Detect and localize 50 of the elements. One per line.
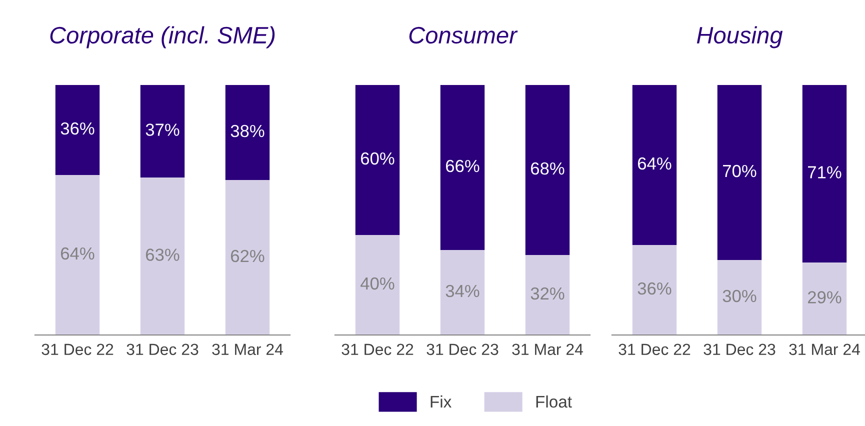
x-tick-label: 31 Dec 23 <box>126 344 198 356</box>
bar <box>225 180 270 335</box>
data-label: 36% <box>638 282 672 295</box>
bar <box>55 175 100 335</box>
bar <box>802 85 847 262</box>
data-label: 30% <box>722 290 756 302</box>
data-label: 37% <box>146 124 180 136</box>
x-tick-label: 31 Mar 24 <box>512 344 583 356</box>
x-tick-label: 31 Dec 22 <box>342 344 414 356</box>
bar <box>802 262 847 335</box>
chart-title: Corporate (incl. SME) <box>50 26 275 48</box>
chart-title: Consumer <box>409 26 518 44</box>
bar <box>140 85 185 178</box>
data-label: 63% <box>146 248 180 261</box>
bar <box>140 178 185 335</box>
chart-title: Housing <box>696 26 783 48</box>
legend-label: Fix <box>430 395 452 408</box>
x-tick-label: 31 Dec 22 <box>42 344 114 356</box>
data-label: 64% <box>638 157 672 170</box>
x-tick-label: 31 Dec 23 <box>426 344 498 356</box>
data-label: 71% <box>808 166 842 178</box>
bar <box>355 85 400 235</box>
data-label: 40% <box>360 277 394 290</box>
x-tick-label: 31 Mar 24 <box>212 344 283 356</box>
x-tick-label: 31 Mar 24 <box>789 344 860 356</box>
data-label: 64% <box>61 247 94 260</box>
bar <box>440 85 485 250</box>
data-label: 36% <box>60 122 94 135</box>
bar <box>440 250 485 335</box>
data-label: 34% <box>446 284 480 298</box>
data-label: 60% <box>361 152 394 165</box>
bar <box>355 235 400 335</box>
bar <box>717 260 762 335</box>
data-label: 32% <box>530 287 564 300</box>
bar <box>525 85 570 255</box>
data-label: 66% <box>446 160 480 172</box>
bar <box>55 85 100 175</box>
bar <box>717 85 762 260</box>
data-label: 70% <box>723 164 756 178</box>
bar <box>632 245 677 335</box>
x-tick-label: 31 Dec 23 <box>704 344 776 356</box>
data-label: 29% <box>808 291 842 304</box>
data-label: 62% <box>231 250 264 262</box>
data-label: 68% <box>531 162 564 175</box>
bar <box>632 85 677 245</box>
bar <box>525 255 570 335</box>
legend-label: Float <box>536 395 572 408</box>
data-label: 38% <box>230 124 264 138</box>
bar <box>225 85 270 180</box>
x-tick-label: 31 Dec 22 <box>618 344 690 356</box>
